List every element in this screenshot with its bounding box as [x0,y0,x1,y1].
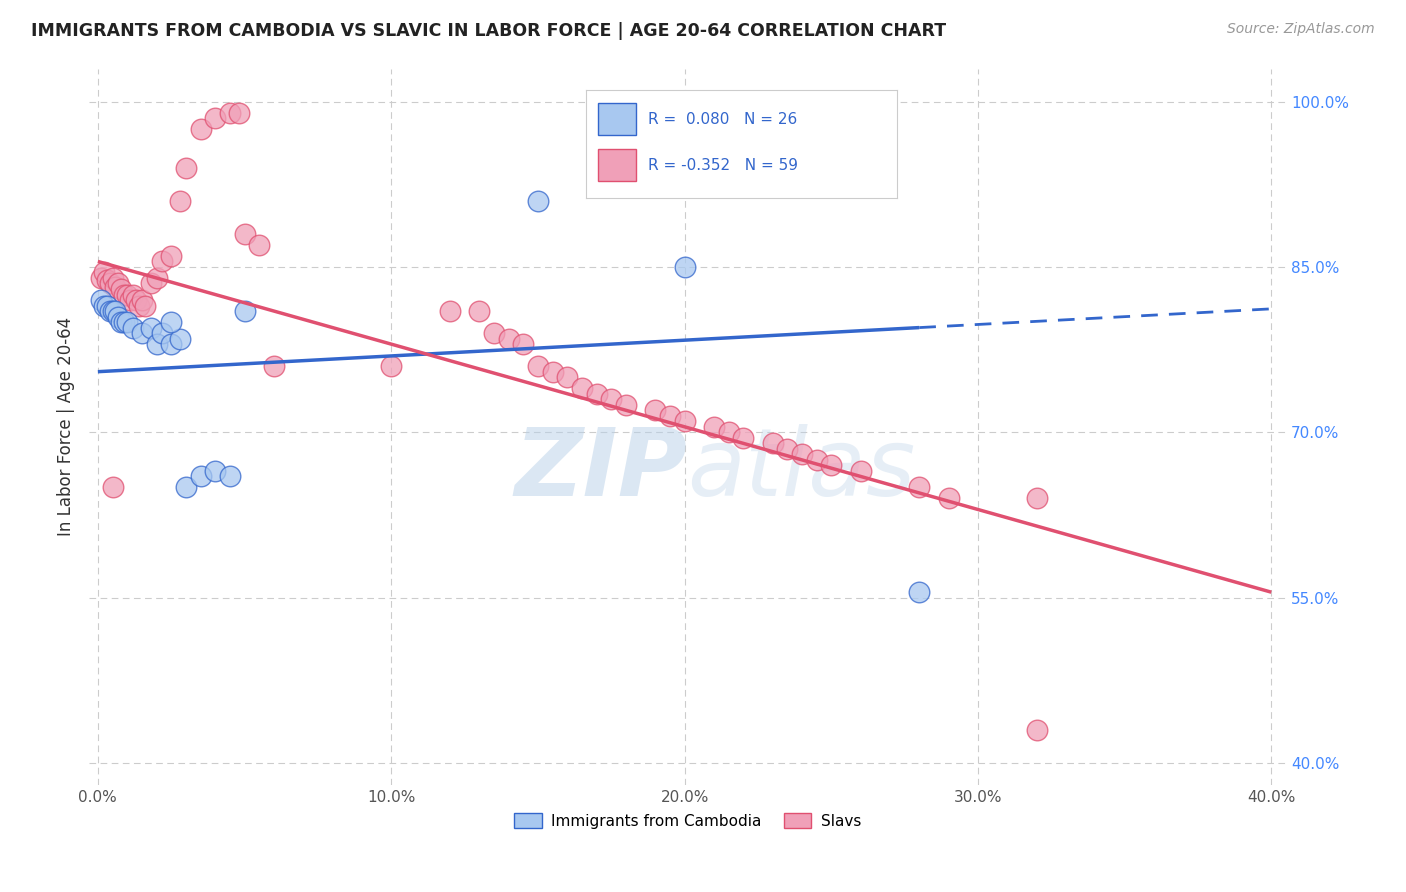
Point [776,442,799,456]
Point [139,277,162,291]
Point [1025,491,1047,506]
Point [145,271,167,285]
Point [644,403,666,417]
Point [104,304,127,318]
Point [152,326,174,340]
Point [125,293,148,307]
Point [96,273,118,287]
Point [90,271,112,285]
Point [673,414,696,428]
Point [169,194,191,208]
Point [101,304,124,318]
Legend: Immigrants from Cambodia, Slavs: Immigrants from Cambodia, Slavs [508,806,868,835]
Point [120,293,142,307]
Point [527,194,550,208]
Point [233,227,256,241]
Point [128,299,150,313]
Point [218,469,240,483]
Point [908,585,931,599]
Point [174,161,197,175]
Point [908,480,931,494]
Point [90,293,112,307]
Point [468,304,491,318]
Point [152,254,174,268]
Point [806,453,828,467]
Point [131,326,153,340]
Text: IMMIGRANTS FROM CAMBODIA VS SLAVIC IN LABOR FORCE | AGE 20-64 CORRELATION CHART: IMMIGRANTS FROM CAMBODIA VS SLAVIC IN LA… [31,22,946,40]
Point [571,381,593,395]
Point [122,320,145,334]
Point [96,299,118,313]
Point [218,105,240,120]
Point [115,315,138,329]
Point [527,359,550,374]
Point [93,265,115,279]
Point [145,337,167,351]
Point [482,326,505,340]
Point [1025,723,1047,737]
Point [112,315,135,329]
Point [555,370,578,384]
Point [498,332,520,346]
Point [585,386,607,401]
Point [541,365,564,379]
Point [600,392,623,407]
Point [104,280,127,294]
Point [110,282,132,296]
Point [134,299,156,313]
Text: Source: ZipAtlas.com: Source: ZipAtlas.com [1227,22,1375,37]
Point [658,409,681,423]
Point [228,105,250,120]
Y-axis label: In Labor Force | Age 20-64: In Labor Force | Age 20-64 [58,318,75,536]
Point [110,315,132,329]
Point [380,359,402,374]
Point [733,431,755,445]
Point [439,304,461,318]
Text: atlas: atlas [688,425,915,516]
Point [190,469,212,483]
Point [849,464,872,478]
Point [101,480,124,494]
Point [938,491,960,506]
Point [247,238,270,252]
Point [160,249,183,263]
Point [93,299,115,313]
Point [614,398,637,412]
Point [107,277,129,291]
Point [160,337,183,351]
Point [139,320,162,334]
Point [122,287,145,301]
Point [204,111,226,125]
Point [204,464,226,478]
Point [673,260,696,274]
Point [169,332,191,346]
Point [101,271,124,285]
Text: ZIP: ZIP [515,424,688,516]
Point [107,310,129,324]
Point [160,315,183,329]
Point [703,419,725,434]
Point [233,304,256,318]
Point [820,458,842,473]
Point [115,287,138,301]
Point [263,359,285,374]
Point [98,277,121,291]
Point [717,425,740,440]
Point [512,337,534,351]
Point [761,436,783,450]
Point [790,447,813,461]
Point [131,293,153,307]
Point [174,480,197,494]
Point [112,287,135,301]
Point [98,304,121,318]
Point [190,122,212,136]
